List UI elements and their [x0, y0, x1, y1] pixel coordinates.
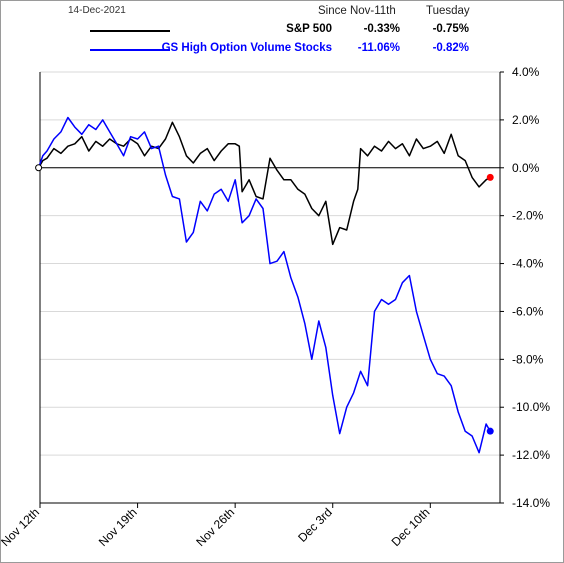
end-marker-sp500 — [486, 173, 494, 181]
series-line-sp500 — [37, 121, 491, 246]
x-tick-label: Nov 12th — [0, 505, 42, 549]
y-tick-label: -14.0% — [512, 496, 550, 510]
legend-line-gs — [90, 49, 170, 51]
legend-name-sp500: S&P 500 — [286, 23, 332, 35]
x-tick-label: Nov 26th — [193, 505, 237, 549]
start-marker — [35, 164, 43, 172]
y-tick-label: -2.0% — [512, 209, 544, 223]
legend-day-gs: -0.82% — [432, 42, 469, 54]
legend-since-sp500: -0.33% — [363, 23, 400, 35]
legend-day-sp500: -0.75% — [432, 23, 469, 35]
y-tick-label: 2.0% — [512, 113, 540, 127]
since-column-header: Since Nov-11th — [318, 5, 396, 17]
date-label: 14-Dec-2021 — [68, 5, 126, 16]
y-tick-label: 4.0% — [512, 65, 540, 79]
legend-line-sp500 — [90, 30, 170, 32]
legend-name-gs: GS High Option Volume Stocks — [161, 42, 332, 54]
x-tick-label: Dec 3rd — [295, 505, 335, 545]
y-tick-label: -10.0% — [512, 400, 550, 414]
legend-since-gs: -11.06% — [357, 42, 400, 54]
y-tick-label: -8.0% — [512, 352, 544, 366]
day-column-header: Tuesday — [426, 5, 470, 17]
y-tick-label: -4.0% — [512, 257, 544, 271]
y-tick-label: -12.0% — [512, 448, 550, 462]
end-marker-gs — [486, 427, 494, 435]
y-tick-label: -6.0% — [512, 304, 544, 318]
y-tick-label: 0.0% — [512, 161, 540, 175]
x-tick-label: Nov 19th — [96, 505, 140, 549]
series-line-gs — [37, 116, 491, 454]
x-tick-label: Dec 10th — [389, 505, 433, 549]
